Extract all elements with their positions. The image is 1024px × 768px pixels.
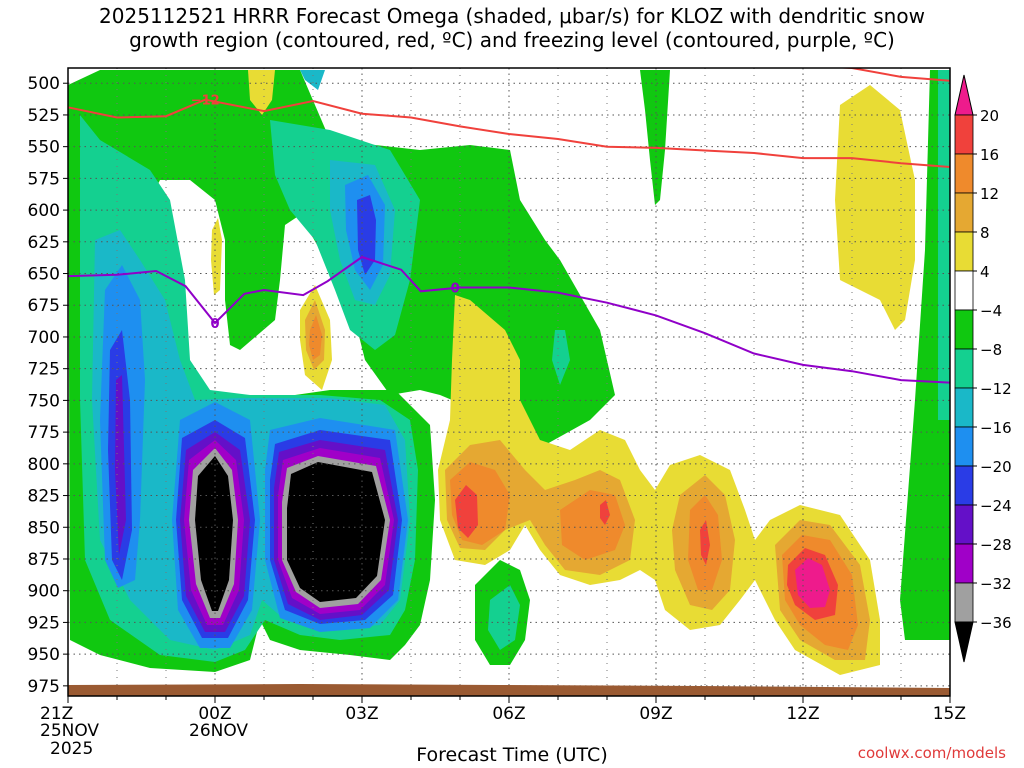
y-tick-label-800: 800 (28, 455, 60, 475)
omega-region-pos4-c (211, 218, 222, 295)
freezing-level-label-2: 0 (451, 281, 460, 296)
x-tick-label-03Z: 03Z (345, 704, 378, 724)
x-tick-label-06Z: 06Z (492, 704, 525, 724)
y-tick-label-750: 750 (28, 391, 60, 411)
y-tick-label-925: 925 (28, 613, 60, 633)
credit-link[interactable]: coolwx.com/models (857, 744, 1006, 762)
colorbar-label-5: −4 (980, 302, 1002, 320)
omega-shading (68, 70, 950, 675)
colorbar-segment-4 (954, 231, 974, 272)
x-tick-label-21Z: 21Z (40, 704, 73, 724)
colorbar-segment-6 (954, 309, 974, 350)
x-tick-label-12Z: 12Z (786, 704, 819, 724)
freezing-level-line (67, 255, 951, 384)
y-tick-label-825: 825 (28, 487, 60, 507)
x-tick-date-00Z: 26NOV (189, 721, 248, 741)
omega-region-pos4-d (438, 295, 880, 675)
colorbar-label-8: −16 (980, 419, 1012, 437)
y-tick-label-675: 675 (28, 296, 60, 316)
colorbar-segment-8 (954, 387, 974, 428)
colorbar-segment-7 (954, 348, 974, 389)
omega-region-pos16-b (600, 500, 610, 525)
colorbar-label-7: −12 (980, 380, 1012, 398)
y-tick-label-975: 975 (28, 677, 60, 697)
x-tick-label-15Z: 15Z (933, 704, 966, 724)
colorbar-label-6: −8 (980, 341, 1002, 359)
y-tick-label-875: 875 (28, 550, 60, 570)
ground-fill (68, 684, 950, 696)
omega-region-pos4-e (835, 85, 915, 330)
omega-region-pos12-c (560, 490, 625, 560)
omega-region-neg24 (115, 375, 126, 555)
x-tick-label-00Z: 00Z (198, 704, 231, 724)
y-tick-label-850: 850 (28, 518, 60, 538)
colorbar-segment-5 (954, 270, 974, 311)
y-tick-label-900: 900 (28, 582, 60, 602)
omega-region-neg4-b (640, 70, 670, 205)
omega-region-pos20 (795, 558, 830, 608)
colorbar-label-10: −24 (980, 497, 1012, 515)
y-tick-label-500: 500 (28, 74, 60, 94)
y-tick-label-625: 625 (28, 233, 60, 253)
x-tick-year-21Z: 2025 (50, 739, 93, 759)
dgz-contour-line (67, 98, 951, 168)
dgz-contour-line-upper (832, 68, 950, 82)
dgz-contour-label: −12 (191, 94, 220, 109)
omega-region-neg12-b (300, 70, 325, 90)
freezing-level-label: 0 (210, 317, 219, 332)
colorbar-label-4: 4 (980, 263, 990, 281)
omega-region-neg36 (195, 456, 233, 611)
y-tick-label-550: 550 (28, 138, 60, 158)
y-tick-label-575: 575 (28, 169, 60, 189)
x-axis-label: Forecast Time (UTC) (416, 744, 608, 766)
colorbar: 20 16 12 8 4 −4 −8 −12 −16 −20 −24 −28 −32 −36 (954, 74, 1012, 663)
colorbar-segment-10 (954, 465, 974, 506)
colorbar-label-0: 20 (980, 107, 999, 125)
omega-region-neg8-c (552, 330, 570, 385)
colorbar-segment-2 (954, 153, 974, 194)
omega-region-neg4-c (900, 70, 950, 640)
y-axis: 500 525 550 575 600 625 650 675 700 725 750 775 800 8… (28, 74, 68, 697)
omega-region-neg8-e (938, 70, 950, 420)
y-tick-label-700: 700 (28, 328, 60, 348)
colorbar-label-12: −32 (980, 575, 1012, 593)
chart-title: 2025112521 HRRR Forecast Omega (shaded, … (99, 4, 925, 52)
contour-lines: −12 0 0 (67, 68, 951, 384)
omega-region-pos16 (455, 485, 478, 538)
colorbar-segment-top (954, 74, 974, 116)
y-tick-label-525: 525 (28, 106, 60, 126)
y-tick-label-950: 950 (28, 645, 60, 665)
omega-region-pos12 (309, 315, 322, 360)
y-tick-label-725: 725 (28, 360, 60, 380)
colorbar-segment-1 (954, 114, 974, 155)
y-tick-label-775: 775 (28, 423, 60, 443)
colorbar-segment-9 (954, 426, 974, 467)
colorbar-label-1: 16 (980, 146, 999, 164)
colorbar-label-11: −28 (980, 536, 1012, 554)
colorbar-segment-11 (954, 504, 974, 545)
colorbar-label-2: 12 (980, 185, 999, 203)
omega-region-pos16-c (700, 520, 710, 565)
omega-region-pos4 (248, 70, 275, 115)
omega-region-neg8-d (488, 585, 520, 650)
x-tick-label-09Z: 09Z (639, 704, 672, 724)
colorbar-segment-12 (954, 543, 974, 584)
grid-lines (68, 68, 950, 696)
colorbar-segment-13 (954, 582, 974, 623)
y-tick-label-600: 600 (28, 201, 60, 221)
x-tick-date-21Z: 25NOV (40, 721, 99, 741)
colorbar-segment-3 (954, 192, 974, 233)
omega-region-neg36-b (287, 462, 385, 602)
colorbar-label-3: 8 (980, 224, 990, 242)
colorbar-label-13: −36 (980, 614, 1012, 632)
y-tick-label-650: 650 (28, 265, 60, 285)
colorbar-segment-bottom (954, 621, 974, 663)
colorbar-label-9: −20 (980, 458, 1012, 476)
